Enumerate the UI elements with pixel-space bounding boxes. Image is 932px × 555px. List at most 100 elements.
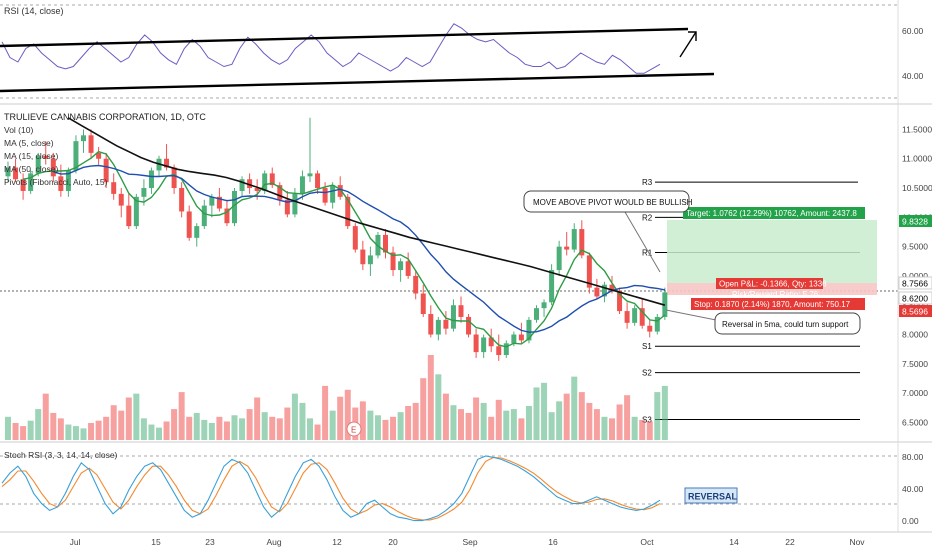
volume-bar [359,401,366,440]
badge-current: 8.6200 [902,294,928,304]
badge-low: 8.5696 [902,307,928,317]
candle-body [579,229,585,256]
candle-body [458,305,464,317]
candle-body [179,188,185,212]
candle-body [647,325,653,332]
stoch-tick-0: 0.00 [902,516,919,526]
candle-body [201,205,207,227]
volume-bar [465,412,472,440]
volume-bar [186,416,193,440]
main-title: TRULIEVE CANNABIS CORPORATION, 1D, OTC [4,112,206,122]
candle-body [277,185,283,200]
volume-bar [390,416,397,440]
stop-label-bg [691,298,865,310]
badge-high: 9.8328 [902,217,928,227]
candle-body [534,308,539,320]
time-tick: Sep [462,537,477,547]
candle-body [541,302,547,309]
candle-body [624,311,630,323]
candle-body [96,152,102,159]
candle-body [466,316,472,335]
volume-bar [322,385,329,440]
volume-bars [5,355,668,440]
candle-body [405,261,411,276]
time-tick: Aug [266,537,281,547]
volume-bar [57,418,64,440]
time-tick: Oct [640,537,654,547]
candle-body [307,173,313,177]
volume-bar [533,387,540,440]
volume-bar [488,416,495,440]
candle-body [148,170,154,189]
candle-body [443,319,449,329]
candle-body [503,343,509,356]
pivot-callout: MOVE ABOVE PIVOT WOULD BE BULLISH [523,190,693,273]
candle-body [632,308,638,323]
badge-mid-bg [898,276,932,290]
volume-bar [601,416,608,440]
candle-body [43,155,49,159]
candle-body [481,337,487,353]
volume-bar [193,412,200,440]
volume-bar [208,423,215,440]
time-axis: Jul 15 23 Aug 12 20 Sep 16 Oct 14 22 Nov [70,537,866,547]
volume-bar [556,401,563,440]
candle-body [435,319,441,335]
volume-bar [337,396,344,440]
volume-bar [420,378,427,440]
rsi-line [1,23,661,74]
volume-bar [639,419,646,440]
candle-body [322,188,328,203]
pivot-label: R2 [642,213,653,222]
pivot-label: S1 [642,342,652,351]
candle-body [609,284,615,291]
candle-body [28,173,34,191]
candle-body [556,246,562,271]
candle-body [586,255,592,288]
openpl-label-bg [716,278,823,289]
time-tick: 12 [332,537,342,547]
reversal-callout: Reversal in 5ma, could turn support [665,309,861,335]
candle-body [488,337,494,347]
candle-body [473,334,479,353]
stoch-tick-80: 80.00 [902,452,924,462]
candle-body [284,199,290,215]
indicator-ma5: MA (5, close) [4,138,54,148]
stoch-panel: Stoch RSI (3, 3, 14, 14, close) REVERSAL… [0,450,924,526]
time-tick: 20 [388,537,398,547]
price-tick: 10.5000 [902,183,932,193]
volume-bar [254,397,261,440]
candle-body [58,176,64,191]
volume-bar [284,407,291,440]
event-marker[interactable] [346,421,362,437]
candle-body [337,185,343,197]
candle-body [594,287,600,297]
volume-bar [382,419,389,440]
volume-bar [110,405,117,440]
candle-body [111,182,117,194]
candle-body [269,173,275,186]
pivot-label: R3 [642,178,653,187]
stoch-label: Stoch RSI (3, 3, 14, 14, close) [4,450,118,460]
pivot-label: S2 [642,369,652,378]
time-tick: 22 [785,537,795,547]
candle-body [20,179,26,191]
rsi-upper-trendline [0,27,689,48]
volume-bar [103,416,110,440]
volume-bar [586,402,593,440]
time-tick: Nov [849,537,865,547]
volume-bar [133,393,140,440]
candle-body [186,211,192,238]
candle-body [571,229,577,250]
candle-body [420,293,426,315]
volume-bar [450,405,457,440]
candle-body [526,319,532,341]
volume-bar [72,426,79,440]
rsi-tick-40: 40.00 [902,71,924,81]
candle-body [50,158,56,177]
rsi-lower-trendline [0,72,715,93]
candle-body [216,196,222,209]
badge-high-bg [899,215,932,227]
volume-bar [624,395,631,440]
volume-bar [20,426,27,440]
